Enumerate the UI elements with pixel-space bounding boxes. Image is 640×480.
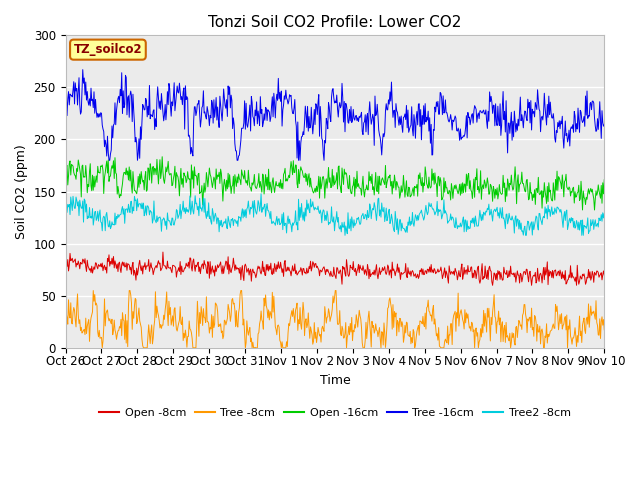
Legend: Open -8cm, Tree -8cm, Open -16cm, Tree -16cm, Tree2 -8cm: Open -8cm, Tree -8cm, Open -16cm, Tree -…: [95, 403, 575, 422]
Text: TZ_soilco2: TZ_soilco2: [74, 43, 142, 56]
X-axis label: Time: Time: [319, 374, 350, 387]
Y-axis label: Soil CO2 (ppm): Soil CO2 (ppm): [15, 144, 28, 239]
Title: Tonzi Soil CO2 Profile: Lower CO2: Tonzi Soil CO2 Profile: Lower CO2: [208, 15, 461, 30]
